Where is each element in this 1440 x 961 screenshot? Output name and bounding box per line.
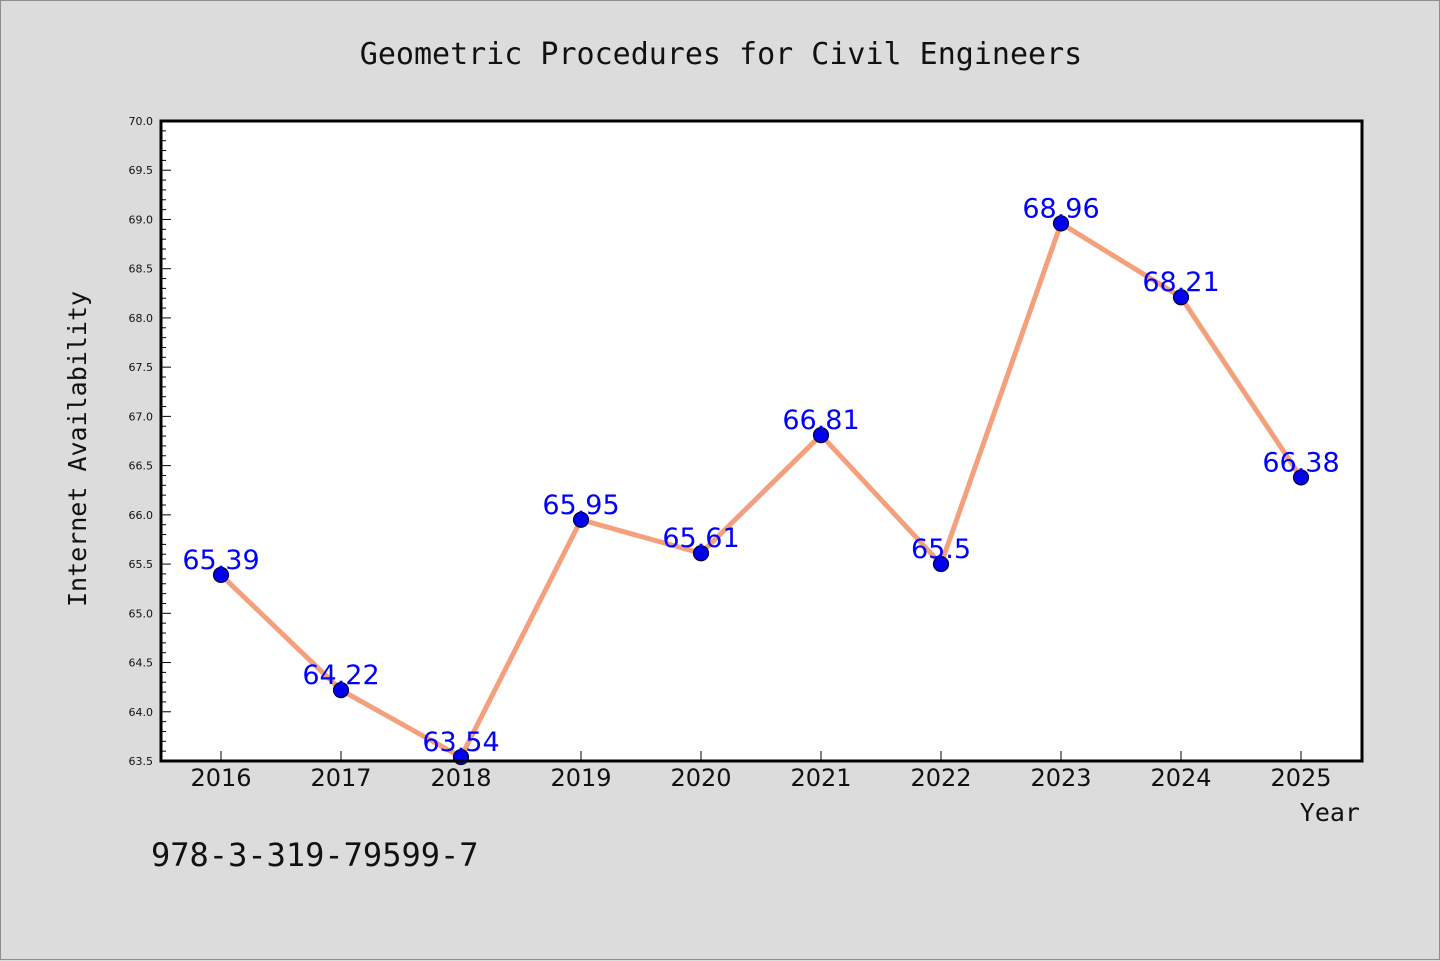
data-point: [692, 545, 710, 562]
isbn-text: 978-3-319-79599-7: [151, 836, 479, 874]
data-label: 68.96: [1022, 193, 1099, 224]
y-tick-label: 68.5: [129, 263, 154, 276]
data-label: 63.54: [422, 727, 499, 758]
data-label: 65.5: [911, 534, 971, 565]
y-tick-label: 64.5: [129, 657, 154, 670]
x-tick-label: 2017: [310, 764, 371, 792]
data-label: 65.39: [182, 545, 259, 576]
data-label: 68.21: [1142, 267, 1219, 298]
x-tick-label: 2021: [790, 764, 851, 792]
data-point: [332, 682, 350, 699]
x-tick-label: 2025: [1270, 764, 1331, 792]
y-tick-label: 65.0: [129, 607, 154, 620]
series-line-group: 65.39 64.22 63.54 65.95 65.61 66.81 65.5 68.96 6…: [182, 193, 1340, 766]
y-tick-label: 67.0: [129, 410, 154, 423]
y-axis: 63.5 64.0 64.5 65.0 65.5 66.0 66.5 67.0 67.5 68.0…: [129, 115, 171, 768]
y-tick-label: 68.0: [129, 312, 154, 325]
data-point: [1052, 215, 1070, 232]
y-tick-label: 66.0: [129, 509, 154, 522]
plot-frame: [159, 119, 1364, 763]
y-tick-label: 67.5: [129, 361, 154, 374]
y-tick-label: 64.0: [129, 706, 154, 719]
data-label: 65.95: [542, 490, 619, 521]
x-tick-label: 2023: [1030, 764, 1091, 792]
data-point: [572, 511, 590, 528]
data-point: [1172, 289, 1190, 306]
x-tick-label: 2020: [670, 764, 731, 792]
data-label: 66.81: [782, 405, 859, 436]
data-point: [1292, 469, 1310, 486]
data-label: 65.61: [662, 523, 739, 554]
x-axis: 2016 2017 2018 2019 2020 2021 2022 2023 2024 2025: [190, 751, 1332, 792]
data-label: 64.22: [302, 660, 379, 691]
plot-area: [161, 121, 1362, 761]
chart-title: Geometric Procedures for Civil Engineers: [360, 37, 1082, 72]
y-tick-label: 65.5: [129, 558, 154, 571]
y-axis-title: Internet Availability: [63, 291, 92, 607]
series-line: [218, 220, 1304, 760]
y-tick-label: 69.5: [129, 164, 154, 177]
x-tick-label: 2019: [550, 764, 611, 792]
data-point: [932, 555, 950, 573]
data-point: [812, 426, 830, 444]
x-axis-title: Year: [1300, 798, 1360, 827]
data-point: [212, 566, 230, 584]
data-label: 66.38: [1262, 447, 1339, 478]
y-tick-label: 69.0: [129, 213, 154, 226]
x-tick-label: 2016: [190, 764, 251, 792]
x-tick-label: 2018: [430, 764, 491, 792]
y-tick-label: 63.5: [129, 755, 154, 768]
x-tick-label: 2022: [910, 764, 971, 792]
x-tick-label: 2024: [1150, 764, 1211, 792]
y-tick-label: 70.0: [129, 115, 154, 128]
y-tick-label: 66.5: [129, 460, 154, 473]
